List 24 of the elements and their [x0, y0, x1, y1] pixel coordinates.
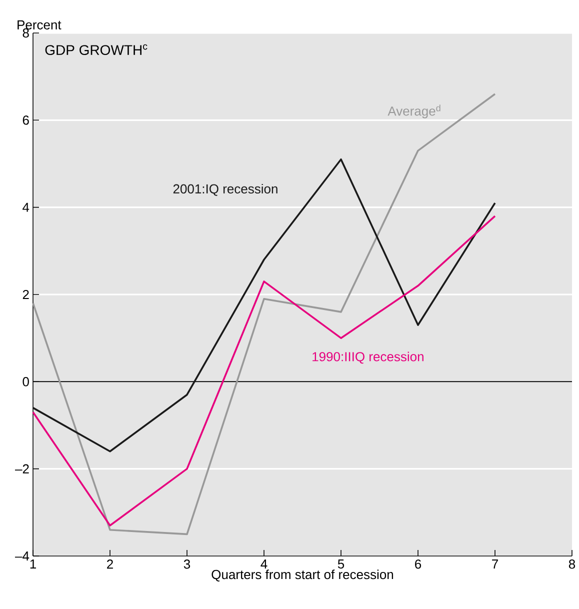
x-tick-label: 4 [260, 560, 268, 568]
text: GDP GROWTH$^{c}$ [45, 44, 148, 56]
series-label: Average$^{d}$ [388, 104, 440, 118]
y-tick-label: 6 [22, 116, 29, 125]
x-tick-label: 6 [415, 560, 422, 569]
y-tick-label: 0 [22, 377, 29, 386]
line-series [32, 215, 496, 526]
text: 1990:IIIQ recession [312, 352, 424, 364]
y-tick-label: 8 [22, 28, 29, 38]
x-tick-label: 1 [30, 560, 36, 568]
y-tick-label: –4 [15, 552, 30, 560]
y-tick-label: 2 [22, 290, 29, 300]
x-axis-title: Quarters from start of recession [212, 570, 394, 582]
x-tick-label: 3 [184, 560, 190, 569]
x-tick-label: 2 [107, 560, 113, 569]
y-axis-title: Percent [18, 20, 62, 30]
x-tick-label: 8 [568, 560, 576, 569]
y-tick-label: 4 [22, 202, 30, 212]
line-series [32, 93, 496, 536]
x-tick-label: 5 [338, 560, 344, 569]
line-series [32, 158, 496, 452]
y-tick-label: –2 [15, 464, 29, 474]
x-tick-label: 7 [492, 560, 498, 568]
text: 2001:IQ recession [173, 184, 278, 196]
